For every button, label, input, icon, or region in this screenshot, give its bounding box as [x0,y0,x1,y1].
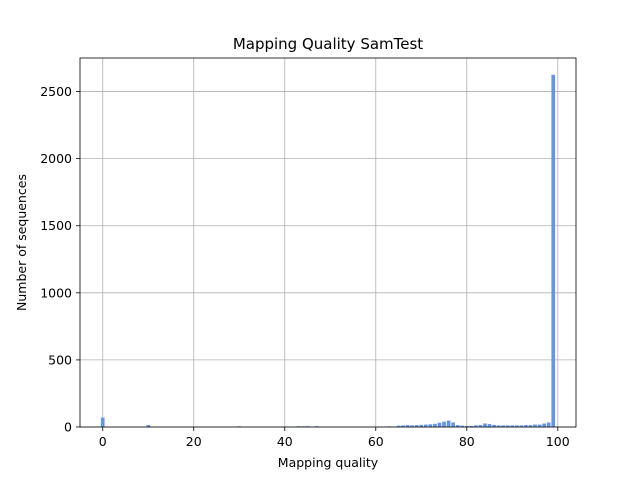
histogram-bar [455,425,460,427]
histogram-bar [401,425,405,427]
histogram-bar [469,425,474,427]
x-tick-label: 40 [277,434,293,449]
histogram-bar [510,425,515,427]
histogram-bar [501,425,506,427]
x-tick-label: 0 [99,434,107,449]
plot-frame [79,57,577,428]
y-tick-label: 0 [64,420,72,435]
bars-layer [100,74,556,427]
histogram-bar [524,425,528,427]
histogram-bar [433,423,437,427]
histogram-bar [396,425,401,427]
y-tick-label: 2000 [40,151,72,166]
histogram-bar [515,425,519,427]
x-tick-label: 60 [368,434,384,449]
axes-layer [79,57,577,428]
y-axis-ticks: 0 500 1000 1500 2000 2500 [40,84,80,435]
x-tick-label: 100 [546,434,570,449]
histogram-bar [442,421,446,427]
y-tick-label: 500 [48,352,72,367]
x-tick-label: 80 [459,434,475,449]
histogram-bar [424,424,428,427]
grid-layer [80,58,576,428]
histogram-bar [419,424,424,427]
histogram-bar [446,420,451,427]
histogram-bar [542,423,546,427]
histogram-bar [533,424,537,427]
histogram-bar [483,423,487,427]
y-tick-label: 2500 [40,84,72,99]
histogram-bar [546,422,551,427]
y-axis-label: Number of sequences [14,174,29,311]
histogram-bar [551,74,556,427]
histogram-bar [496,425,501,427]
x-axis-ticks: 0 20 40 60 80 100 [99,427,570,449]
histogram-bar [478,425,483,427]
histogram-bar [296,426,301,427]
histogram-bar [451,422,455,427]
histogram-bar [519,425,524,427]
histogram-bar [537,424,542,427]
histogram-bar [414,425,419,427]
chart-title: Mapping Quality SamTest [233,35,423,53]
x-axis-label: Mapping quality [278,455,379,470]
histogram-bar [492,424,496,427]
histogram-bar [428,424,433,427]
histogram-bar [305,426,310,427]
histogram-bar [460,425,465,427]
histogram-bar [474,425,478,427]
histogram-bar [146,424,151,427]
histogram-bar [464,425,469,427]
histogram-bar [437,422,442,427]
y-tick-label: 1000 [40,285,72,300]
histogram-bar [100,417,105,427]
y-tick-label: 1500 [40,218,72,233]
histogram-bar [410,425,415,427]
histogram-bar [405,425,410,427]
x-tick-label: 20 [186,434,202,449]
histogram-bar [528,425,533,427]
histogram-bar [487,424,492,427]
histogram-bar [314,426,319,427]
histogram-bar [505,425,510,427]
